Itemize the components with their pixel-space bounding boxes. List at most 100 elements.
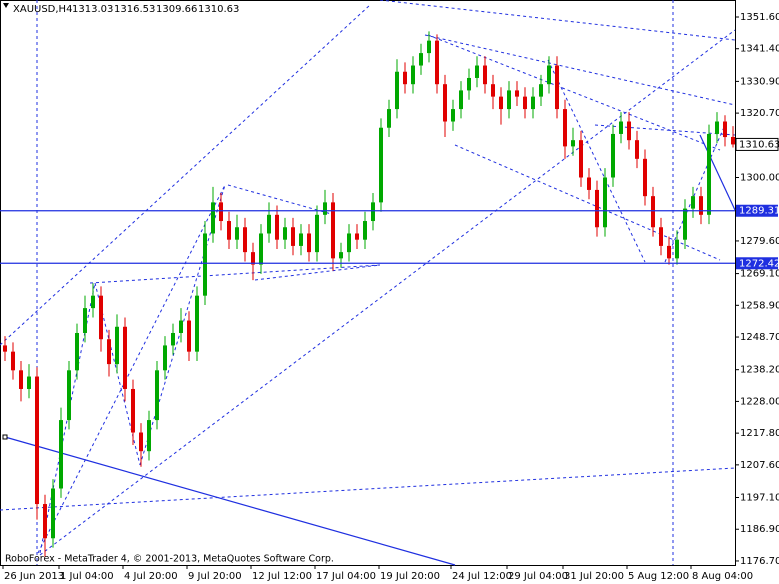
price-tag-label: 1272.42 (739, 258, 779, 269)
candle-body (475, 65, 479, 78)
candle-body (67, 370, 71, 421)
candle-body (11, 351, 15, 371)
candle-body (411, 65, 415, 85)
candle-body (123, 326, 127, 389)
y-tick-label: 1186.90 (740, 524, 779, 535)
x-tick-label: 9 Jul 20:00 (188, 571, 242, 582)
candle-body (203, 233, 207, 296)
y-tick-label: 1351.60 (740, 12, 779, 23)
overlay: 1289.31 1272.42 1310.63 (0, 137, 779, 270)
candle-body (227, 221, 231, 240)
symbol-icon (3, 3, 9, 8)
candle-body (531, 96, 535, 110)
candle-body (611, 133, 615, 178)
candle-body (483, 65, 487, 85)
candle-body (251, 252, 255, 265)
candle-body (235, 227, 239, 240)
candle-body (715, 121, 719, 134)
candle-body (395, 71, 399, 110)
candle-body (331, 202, 335, 259)
y-tick-label: 1341.40 (740, 44, 779, 55)
candle-body (147, 420, 151, 452)
candle-body (211, 202, 215, 234)
ohlc-close: 1310.63 (198, 4, 239, 15)
ohlc-open: 1313.03 (72, 4, 113, 15)
candle-body (499, 96, 503, 110)
candle-body (699, 196, 703, 215)
y-tick-label: 1207.60 (740, 460, 779, 471)
y-tick-label: 1238.20 (740, 365, 779, 376)
x-tick-label: 26 Jun 2013 (4, 571, 64, 582)
candle-body (171, 332, 175, 346)
candle-body (363, 221, 367, 240)
candle-body (339, 252, 343, 259)
y-tick-label: 1197.10 (740, 493, 779, 504)
price-tag (736, 204, 778, 217)
candle-body (3, 345, 7, 352)
y-tick-label: 1269.10 (740, 269, 779, 280)
candle-body (603, 177, 607, 228)
x-tick-label: 8 Aug 04:00 (692, 571, 753, 582)
candle-body (155, 370, 159, 421)
candle-body (491, 84, 495, 97)
last-price-tag (735, 137, 779, 151)
candle-body (515, 90, 519, 97)
candle-body (667, 245, 671, 259)
candle-body (83, 308, 87, 333)
x-tick-label: 4 Jul 20:00 (124, 571, 178, 582)
candle-body (563, 109, 567, 147)
candle-body (35, 376, 39, 505)
y-tick-label: 1320.70 (740, 108, 779, 119)
candle-body (691, 196, 695, 209)
candle-body (707, 133, 711, 215)
candle-body (283, 227, 287, 240)
y-tick-label: 1258.90 (740, 300, 779, 311)
candle-body (459, 90, 463, 110)
x-tick-label: 29 Jul 04:00 (508, 571, 568, 582)
candle-body (571, 140, 575, 147)
y-tick-label: 1300.00 (740, 172, 779, 183)
candle-body (275, 214, 279, 240)
candle-body (555, 65, 559, 110)
candle-body (187, 320, 191, 352)
candle-body (27, 376, 31, 389)
y-tick-label: 1248.70 (740, 332, 779, 343)
candle-body (467, 77, 471, 91)
candle-body (451, 109, 455, 122)
candle-body (619, 121, 623, 134)
candle-body (523, 96, 527, 110)
last-price-label: 1310.63 (739, 139, 779, 150)
candle-body (547, 65, 551, 85)
candle-body (243, 227, 247, 253)
candle-body (267, 214, 271, 234)
x-tick-label: 19 Jul 20:00 (380, 571, 440, 582)
candle-body (419, 53, 423, 66)
candle-body (131, 388, 135, 433)
candle-body (659, 227, 663, 246)
x-tick-label: 17 Jul 04:00 (316, 571, 376, 582)
candle-body (59, 420, 63, 489)
x-tick-label: 31 Jul 20:00 (564, 571, 624, 582)
candle-body (323, 202, 327, 215)
y-tick-label: 1228.00 (740, 396, 779, 407)
candle-body (675, 239, 679, 259)
candle-body (435, 40, 439, 85)
candle-body (259, 233, 263, 265)
price-tag-label: 1289.31 (739, 206, 779, 217)
candle-body (539, 84, 543, 97)
candle-body (219, 202, 223, 222)
x-tick-label: 1 Jul 04:00 (60, 571, 114, 582)
candle-body (723, 121, 727, 138)
candle-body (43, 504, 47, 539)
x-tick-label: 24 Jul 12:00 (452, 571, 512, 582)
candle-body (387, 109, 391, 128)
candle-body (731, 136, 735, 145)
candle-body (587, 177, 591, 190)
x-tick-label: 5 Aug 12:00 (628, 571, 689, 582)
candle-body (299, 233, 303, 246)
candle-body (139, 432, 143, 452)
candle-body (507, 90, 511, 110)
candle-body (403, 71, 407, 85)
y-tick-label: 1279.60 (740, 236, 779, 247)
